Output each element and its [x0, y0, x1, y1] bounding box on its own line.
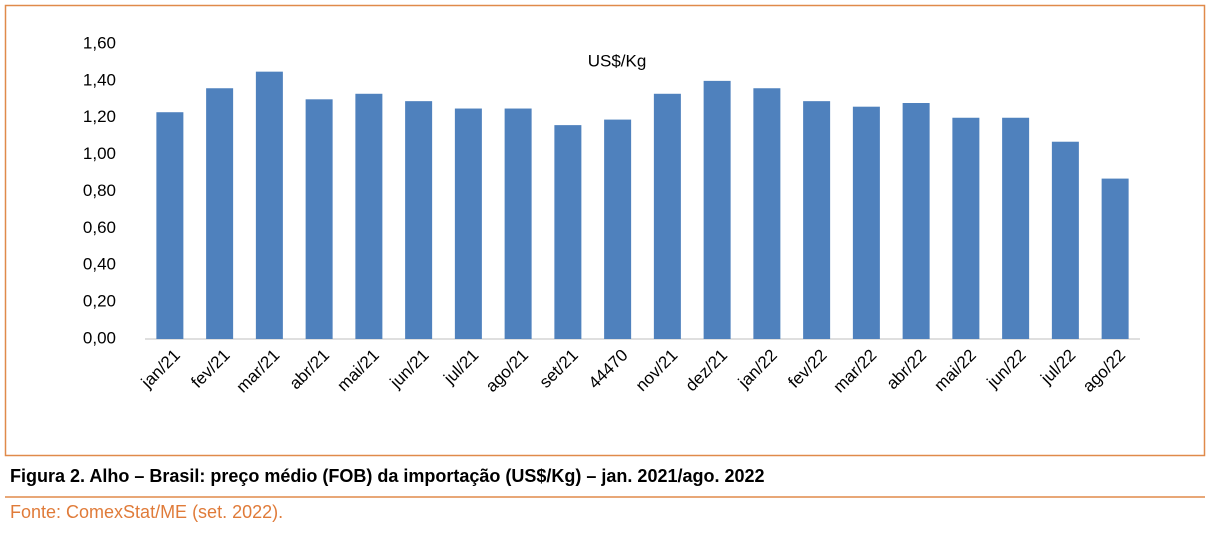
x-tick-label: abr/22 — [883, 346, 931, 394]
y-tick-label: 0,00 — [83, 328, 116, 347]
y-tick-label: 0,80 — [83, 181, 116, 200]
x-tick-label: jun/22 — [983, 346, 1030, 393]
bar — [305, 99, 333, 339]
y-tick-label: 1,60 — [83, 33, 116, 52]
x-tick-label: fev/22 — [784, 346, 830, 392]
bar — [902, 103, 930, 339]
bar — [554, 125, 582, 339]
bar — [604, 119, 632, 339]
bar — [1002, 117, 1030, 339]
x-tick-label: mai/21 — [333, 346, 383, 396]
x-tick-label: ago/21 — [482, 346, 532, 396]
x-tick-label: set/21 — [536, 346, 582, 392]
x-tick-label: mai/22 — [930, 346, 980, 396]
x-tick-label: jun/21 — [386, 346, 433, 393]
x-tick-label: dez/21 — [682, 346, 732, 396]
x-tick-label: jul/22 — [1036, 346, 1079, 389]
bar — [355, 93, 383, 339]
y-tick-label: 1,40 — [83, 70, 116, 89]
bar — [156, 112, 184, 339]
x-tick-label: mar/22 — [830, 346, 881, 397]
chart-source: Fonte: ComexStat/ME (set. 2022). — [10, 502, 283, 522]
x-tick-label: mar/21 — [233, 346, 284, 397]
bar — [653, 93, 681, 339]
y-tick-label: 0,60 — [83, 218, 116, 237]
bar — [504, 108, 532, 339]
x-tick-label: 44470 — [585, 346, 632, 393]
chart-title: Figura 2. Alho – Brasil: preço médio (FO… — [10, 466, 765, 486]
x-tick-label: abr/21 — [286, 346, 334, 394]
bar — [1051, 141, 1079, 339]
bar — [405, 101, 433, 339]
x-tick-label: jan/21 — [137, 346, 184, 393]
y-tick-label: 1,20 — [83, 107, 116, 126]
y-tick-label: 0,40 — [83, 255, 116, 274]
bar — [803, 101, 831, 339]
bar — [454, 108, 482, 339]
bar — [703, 80, 731, 339]
y-tick-label: 0,20 — [83, 292, 116, 311]
bar — [1101, 178, 1129, 339]
bar — [952, 117, 980, 339]
bar — [852, 106, 880, 339]
bar — [753, 88, 781, 339]
chart-subtitle: US$/Kg — [588, 51, 647, 70]
y-tick-label: 1,00 — [83, 144, 116, 163]
x-tick-label: jul/21 — [439, 346, 482, 389]
bar — [206, 88, 234, 339]
bar — [255, 71, 283, 339]
x-tick-label: jan/22 — [734, 346, 781, 393]
x-tick-label: fev/21 — [187, 346, 233, 392]
x-tick-label: nov/21 — [632, 346, 682, 396]
chart-frame — [4, 4, 1206, 457]
x-tick-label: ago/22 — [1079, 346, 1129, 396]
